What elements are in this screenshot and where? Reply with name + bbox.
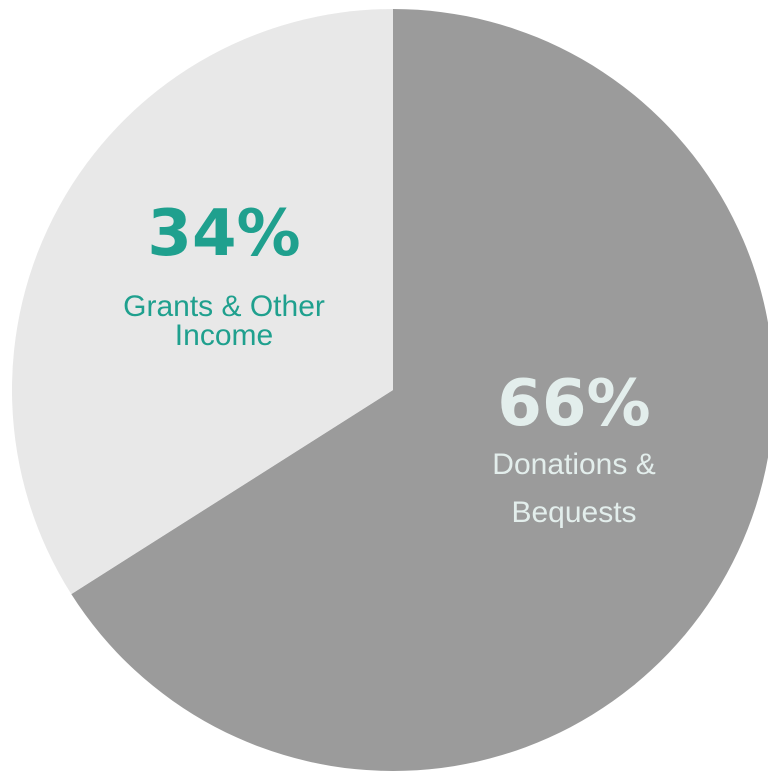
slice-label-donations: 66% Donations & Bequests bbox=[492, 367, 655, 529]
slice-percent-donations: 66% bbox=[497, 367, 650, 441]
slice-label-grants-line1: Grants & Other bbox=[123, 290, 325, 323]
slice-label-donations-line1: Donations & bbox=[492, 448, 655, 481]
slice-label-grants: 34% Grants & Other Income bbox=[123, 197, 325, 352]
pie-slice-donations bbox=[71, 9, 768, 771]
slice-label-grants-line2: Income bbox=[175, 319, 273, 352]
slice-percent-grants: 34% bbox=[147, 197, 300, 271]
pie-slice-grants bbox=[12, 9, 394, 595]
slice-label-donations-line2: Bequests bbox=[511, 496, 636, 529]
pie-slices bbox=[12, 9, 768, 771]
